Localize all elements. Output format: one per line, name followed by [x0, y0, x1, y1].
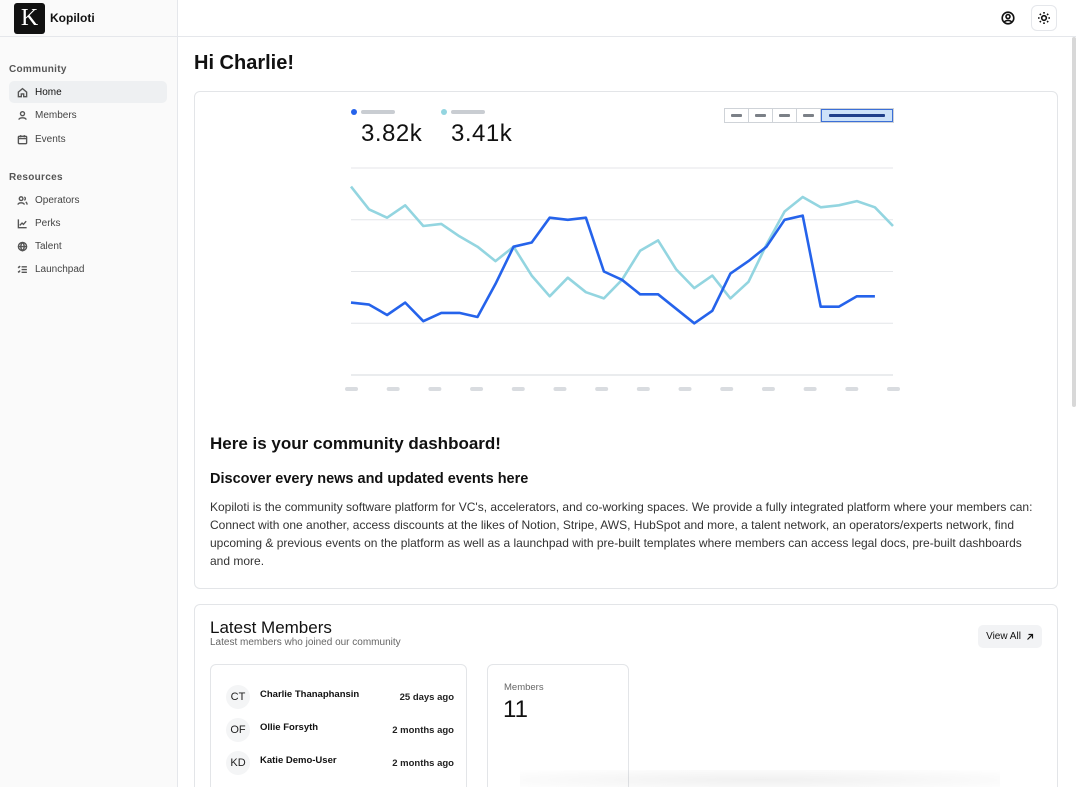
- sidebar-item-perks[interactable]: Perks: [9, 212, 167, 234]
- latest-members-title: Latest Members: [210, 618, 332, 637]
- latest-members-subtitle: Latest members who joined our community: [210, 637, 401, 648]
- theme-toggle-button[interactable]: [1031, 5, 1057, 31]
- legend-label-series-1: [361, 110, 395, 114]
- x-tick-label: [553, 387, 567, 391]
- section-title-community: Community: [9, 64, 67, 75]
- x-tick-label: [511, 387, 525, 391]
- sidebar-item-talent[interactable]: Talent: [9, 235, 167, 257]
- range-button-label: [803, 114, 814, 117]
- sidebar-item-label: Events: [35, 133, 66, 145]
- sidebar-item-members[interactable]: Members: [9, 104, 167, 126]
- member-row[interactable]: CT Charlie Thanaphansin 25 days ago: [226, 685, 454, 709]
- x-tick-label: [887, 387, 900, 391]
- sidebar-item-label: Members: [35, 109, 77, 121]
- members-count-value: 11: [503, 696, 528, 723]
- dashboard-heading: Here is your community dashboard!: [210, 434, 501, 453]
- range-button-label: [829, 114, 885, 117]
- member-name: Charlie Thanaphansin: [260, 689, 360, 700]
- x-tick-label: [636, 387, 650, 391]
- sidebar-item-label: Operators: [35, 194, 80, 206]
- x-tick-label: [761, 387, 775, 391]
- arrow-up-right-icon: [1026, 633, 1034, 640]
- globe-icon: [17, 241, 28, 252]
- line-chart: [345, 167, 900, 391]
- sidebar-item-label: Launchpad: [35, 263, 85, 275]
- members-count-card: [487, 664, 629, 787]
- list-checks-icon: [17, 265, 27, 273]
- range-button-1[interactable]: [725, 109, 749, 122]
- user-icon: [18, 110, 27, 120]
- member-row[interactable]: KD Katie Demo-User 2 months ago: [226, 751, 454, 775]
- stat-value-series-2: 3.41k: [451, 120, 513, 147]
- legend-dot-series-1: [351, 109, 357, 115]
- range-button-label: [755, 114, 766, 117]
- sidebar-item-label: Perks: [35, 217, 61, 229]
- avatar: KD: [226, 751, 250, 775]
- home-icon: [17, 87, 28, 97]
- x-tick-label: [678, 387, 692, 391]
- sidebar-item-label: Home: [35, 86, 62, 98]
- members-count-label: Members: [504, 682, 544, 693]
- members-list-card: [210, 664, 467, 787]
- x-tick-label: [470, 387, 484, 391]
- member-row[interactable]: OF Ollie Forsyth 2 months ago: [226, 718, 454, 742]
- range-button-5[interactable]: [821, 109, 893, 122]
- time-range-selector: [724, 108, 894, 123]
- page-title: Hi Charlie!: [194, 52, 295, 74]
- x-tick-label: [386, 387, 400, 391]
- x-tick-label: [428, 387, 442, 391]
- sidebar-item-home[interactable]: Home: [9, 81, 167, 103]
- app-name: Kopiloti: [50, 11, 95, 25]
- range-button-4[interactable]: [797, 109, 821, 122]
- top-bar: [178, 0, 1076, 37]
- legend-label-series-2: [451, 110, 485, 114]
- profile-button[interactable]: [995, 5, 1021, 31]
- range-button-2[interactable]: [749, 109, 773, 122]
- scrollbar[interactable]: [1072, 37, 1076, 407]
- kopiloti-logo: K: [14, 2, 45, 34]
- series-line-2: [349, 185, 894, 300]
- member-name: Ollie Forsyth: [260, 722, 319, 733]
- chart-line-icon: [17, 218, 27, 228]
- series-line-1: [350, 214, 875, 325]
- sidebar-item-label: Talent: [35, 240, 62, 252]
- range-button-label: [731, 114, 742, 117]
- x-tick-label: [845, 387, 859, 391]
- sidebar-item-launchpad[interactable]: Launchpad: [9, 258, 167, 280]
- member-name: Katie Demo-User: [260, 755, 337, 766]
- legend-dot-series-2: [441, 109, 447, 115]
- users-icon: [17, 195, 28, 205]
- view-all-label: View All: [986, 631, 1021, 642]
- avatar: OF: [226, 718, 250, 742]
- member-joined: 2 months ago: [392, 757, 454, 769]
- dashboard-card: [194, 91, 1058, 589]
- calendar-icon: [17, 134, 28, 144]
- range-button-label: [779, 114, 790, 117]
- x-tick-label: [720, 387, 734, 391]
- dashboard-description: Kopiloti is the community software platf…: [210, 500, 1033, 568]
- brand[interactable]: K Kopiloti: [0, 0, 177, 37]
- x-tick-label: [803, 387, 817, 391]
- avatar: CT: [226, 685, 250, 709]
- user-circle-icon: [1001, 11, 1015, 25]
- bottom-shadow: [520, 770, 1000, 787]
- sidebar-item-operators[interactable]: Operators: [9, 189, 167, 211]
- section-title-resources: Resources: [9, 172, 63, 183]
- member-joined: 2 months ago: [392, 724, 454, 736]
- sidebar: K Kopiloti Community Home Members Events…: [0, 0, 178, 787]
- dashboard-subheading: Discover every news and updated events h…: [210, 471, 529, 487]
- sidebar-item-events[interactable]: Events: [9, 128, 167, 150]
- range-button-3[interactable]: [773, 109, 797, 122]
- sun-icon: [1038, 12, 1050, 24]
- member-joined: 25 days ago: [399, 691, 454, 703]
- stat-value-series-1: 3.82k: [361, 120, 423, 147]
- view-all-button[interactable]: View All: [978, 625, 1042, 648]
- x-tick-label: [345, 387, 358, 391]
- x-tick-label: [595, 387, 609, 391]
